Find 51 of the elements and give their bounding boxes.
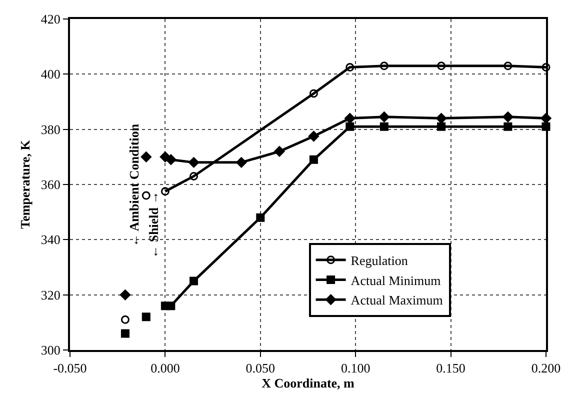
legend-label: Actual Maximum (350, 292, 443, 308)
y-tick-label: 320 (40, 287, 60, 302)
point (120, 329, 130, 338)
point (190, 172, 198, 180)
point (142, 191, 150, 200)
point (120, 315, 130, 324)
point (346, 122, 354, 131)
point (502, 112, 514, 122)
legend-label: Actual Minimum (350, 272, 441, 288)
point (140, 152, 152, 162)
legend-label: Regulation (350, 252, 408, 268)
y-tick-label: 360 (40, 177, 60, 192)
x-tick-label: 0.150 (436, 360, 466, 376)
y-tick-label: 420 (40, 12, 60, 27)
point (166, 154, 176, 165)
point (166, 302, 176, 310)
x-tick-label: 0.100 (340, 360, 370, 376)
point (142, 312, 150, 322)
y-tick-label: 340 (40, 232, 60, 248)
point (378, 112, 390, 122)
point (436, 113, 447, 124)
point (188, 157, 200, 168)
point (309, 89, 318, 98)
point (236, 157, 247, 168)
x-tick-label: 0.050 (246, 360, 276, 376)
y-tick-label: 400 (40, 66, 60, 82)
x-tick-label: 0.200 (531, 360, 561, 376)
point (344, 113, 356, 124)
point (504, 122, 512, 131)
y-axis-title: Temperature, K (17, 139, 32, 229)
point (437, 122, 446, 131)
point (380, 62, 388, 70)
point (120, 290, 131, 300)
point (542, 63, 550, 72)
point (380, 122, 388, 131)
x-tick-label: 0.000 (150, 360, 180, 376)
point (346, 63, 354, 72)
point (274, 146, 285, 157)
x-axis-title: X Coordinate, m (262, 376, 355, 391)
point (308, 130, 320, 142)
point (160, 187, 170, 196)
point (504, 62, 512, 70)
x-tick-label: -0.050 (53, 360, 87, 376)
point (309, 155, 318, 164)
point (256, 213, 265, 222)
y-tick-label: 380 (40, 122, 60, 137)
annotation: ← Ambient Condition (126, 123, 142, 247)
point (190, 276, 198, 286)
y-tick-label: 300 (40, 342, 60, 358)
point (437, 62, 446, 70)
annotation: ← Shield → (146, 191, 162, 258)
